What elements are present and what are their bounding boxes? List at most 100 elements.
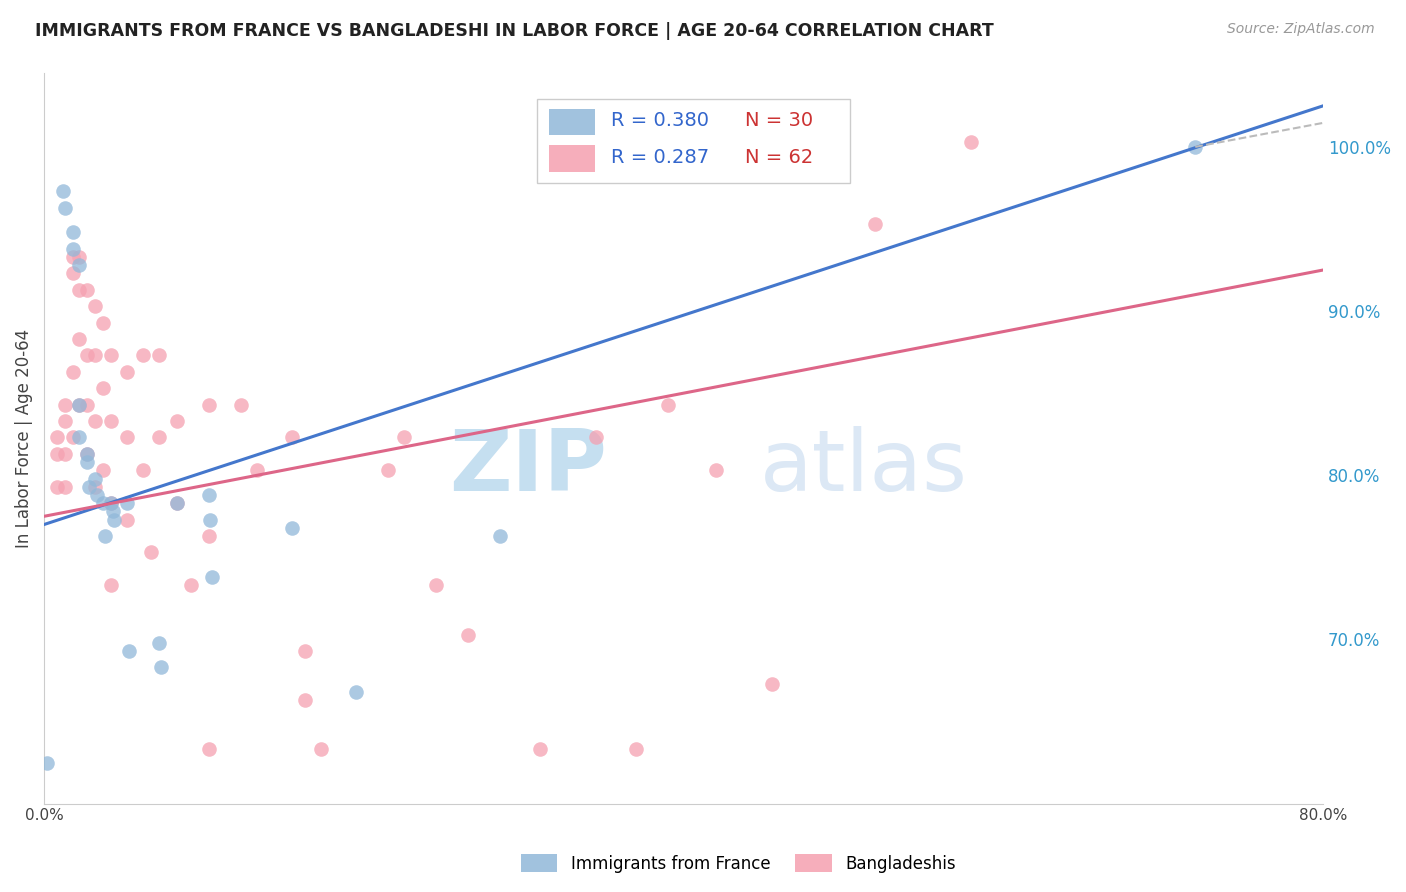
Point [53, 201, 76, 215]
Point [704, 463, 727, 477]
Point [149, 660, 172, 674]
Point [62, 430, 84, 444]
Point [100, 414, 122, 428]
Y-axis label: In Labor Force | Age 20-64: In Labor Force | Age 20-64 [15, 329, 32, 548]
Point [118, 644, 141, 658]
Point [100, 578, 122, 592]
FancyBboxPatch shape [550, 145, 595, 171]
Point [281, 430, 304, 444]
Text: N = 30: N = 30 [745, 111, 813, 130]
Point [67, 398, 90, 412]
Point [67, 332, 90, 346]
Point [84, 480, 107, 494]
Point [132, 348, 155, 362]
Point [117, 512, 139, 526]
Point [201, 570, 224, 584]
Point [84, 414, 107, 428]
Point [229, 398, 252, 412]
Text: R = 0.380: R = 0.380 [610, 111, 709, 130]
Point [100, 496, 122, 510]
Point [294, 693, 316, 707]
Point [117, 496, 139, 510]
Point [77, 480, 100, 494]
Point [148, 636, 170, 650]
Point [117, 365, 139, 379]
Text: Source: ZipAtlas.com: Source: ZipAtlas.com [1227, 22, 1375, 37]
Point [103, 512, 125, 526]
Point [585, 430, 607, 444]
Point [67, 398, 90, 412]
Point [76, 398, 98, 412]
Text: IMMIGRANTS FROM FRANCE VS BANGLADESHI IN LABOR FORCE | AGE 20-64 CORRELATION CHA: IMMIGRANTS FROM FRANCE VS BANGLADESHI IN… [35, 22, 994, 40]
Point [166, 496, 188, 510]
Point [141, 545, 163, 559]
Point [45, 447, 67, 461]
Point [91, 316, 114, 330]
Point [294, 644, 316, 658]
Point [132, 463, 155, 477]
Point [84, 471, 107, 485]
Point [45, 430, 67, 444]
Point [246, 463, 269, 477]
Legend: Immigrants from France, Bangladeshis: Immigrants from France, Bangladeshis [513, 847, 963, 880]
Text: ZIP: ZIP [449, 426, 607, 509]
Point [84, 299, 107, 313]
Point [91, 496, 114, 510]
Point [425, 578, 447, 592]
Point [100, 348, 122, 362]
Point [62, 266, 84, 280]
Point [91, 463, 114, 477]
FancyBboxPatch shape [537, 98, 849, 183]
Point [529, 742, 551, 756]
Point [1184, 140, 1206, 154]
Point [100, 496, 122, 510]
Point [84, 348, 107, 362]
Point [91, 381, 114, 395]
Point [67, 430, 90, 444]
Point [117, 430, 139, 444]
Point [62, 365, 84, 379]
Point [76, 447, 98, 461]
Text: N = 62: N = 62 [745, 147, 813, 167]
Point [76, 283, 98, 297]
Point [761, 677, 783, 691]
Point [67, 258, 90, 272]
Point [101, 504, 124, 518]
Point [94, 529, 117, 543]
Point [166, 496, 188, 510]
Point [488, 529, 510, 543]
Point [624, 742, 647, 756]
Text: R = 0.287: R = 0.287 [610, 147, 709, 167]
Point [281, 521, 304, 535]
Point [197, 529, 219, 543]
Point [37, 756, 59, 770]
Point [45, 480, 67, 494]
Point [197, 742, 219, 756]
FancyBboxPatch shape [550, 109, 595, 135]
Point [377, 463, 399, 477]
Point [53, 398, 76, 412]
Point [180, 578, 202, 592]
Text: atlas: atlas [761, 426, 969, 509]
Point [62, 250, 84, 264]
Point [148, 348, 170, 362]
Point [62, 242, 84, 256]
Point [67, 250, 90, 264]
Point [309, 742, 332, 756]
Point [76, 447, 98, 461]
Point [457, 627, 479, 641]
Point [62, 225, 84, 239]
Point [52, 184, 75, 198]
Point [76, 455, 98, 469]
Point [197, 488, 219, 502]
Point [200, 512, 222, 526]
Point [148, 430, 170, 444]
Point [86, 488, 108, 502]
Point [392, 430, 415, 444]
Point [166, 414, 188, 428]
Point [865, 217, 887, 231]
Point [67, 283, 90, 297]
Point [53, 447, 76, 461]
Point [53, 414, 76, 428]
Point [960, 135, 983, 149]
